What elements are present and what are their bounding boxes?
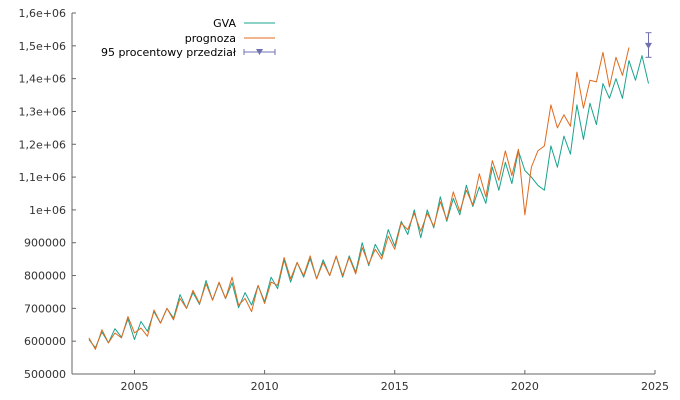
x-tick-label: 2015: [381, 380, 409, 393]
y-tick-label: 900000: [24, 237, 66, 250]
axes: [71, 13, 655, 375]
ticks: 500000 600000 700000 800000 900000 1e+06 1,1e+…: [19, 7, 669, 393]
y-tick-label: 700000: [24, 302, 66, 315]
x-tick-label: 2020: [511, 380, 539, 393]
y-tick-label: 1,4e+06: [19, 73, 66, 86]
series-layer: [88, 47, 649, 350]
y-tick-label: 1,3e+06: [19, 105, 66, 118]
series-line-gva: [88, 55, 649, 349]
interval-layer: [644, 32, 652, 58]
y-tick-label: 1,6e+06: [19, 7, 66, 20]
legend-swatch-interval: [243, 49, 276, 55]
y-tick-label: 1,2e+06: [19, 138, 66, 151]
y-tick-label: 600000: [24, 335, 66, 348]
y-tick-label: 1e+06: [29, 204, 66, 217]
y-tick-label: 1,5e+06: [19, 40, 66, 53]
y-tick-label: 1,1e+06: [19, 171, 66, 184]
y-tick-label: 500000: [24, 368, 66, 381]
legend-label-prognoza: prognoza: [185, 32, 236, 45]
legend-label-gva: GVA: [213, 17, 236, 30]
x-tick-label: 2025: [641, 380, 669, 393]
legend: GVA prognoza 95 procentowy przedział: [101, 17, 276, 59]
x-tick-label: 2005: [120, 380, 148, 393]
series-line-prognoza: [88, 47, 630, 350]
legend-label-interval: 95 procentowy przedział: [101, 46, 237, 59]
interval-point: [644, 42, 652, 49]
x-tick-label: 2010: [251, 380, 279, 393]
legend-interval-marker: [256, 49, 263, 55]
y-tick-label: 800000: [24, 270, 66, 283]
